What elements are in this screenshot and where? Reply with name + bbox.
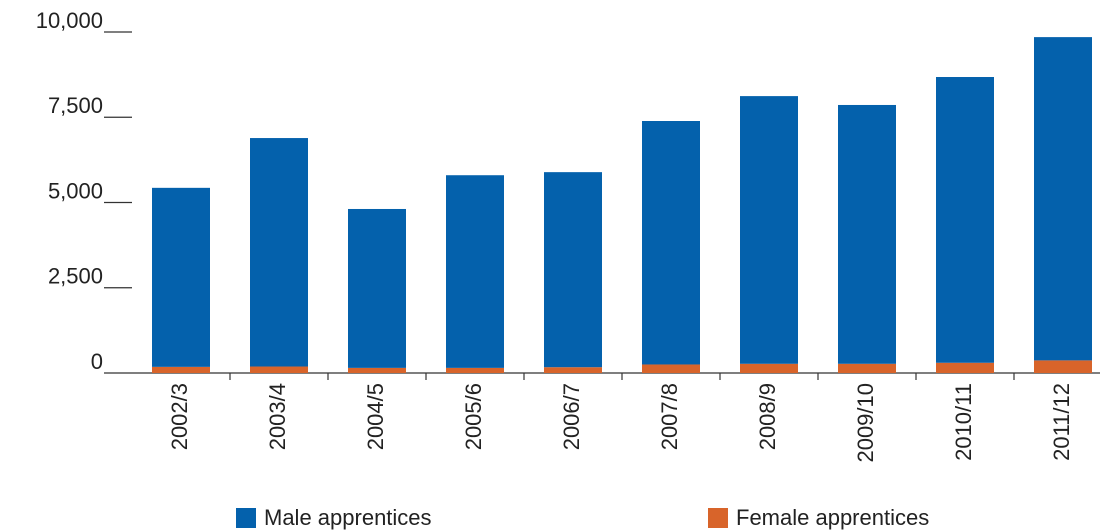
x-tick-label: 2009/10	[853, 383, 878, 463]
y-tick-label: 5,000	[48, 178, 103, 203]
bar-segment	[446, 175, 504, 368]
bar-segment	[838, 104, 896, 364]
bar-segment	[544, 367, 602, 373]
bar-segment	[642, 364, 700, 373]
bar-segment	[250, 366, 308, 373]
bar-segment	[740, 363, 798, 373]
bar-segment	[544, 172, 602, 368]
legend-swatch	[708, 508, 728, 528]
x-tick-label: 2007/8	[657, 383, 682, 450]
x-tick-label: 2003/4	[265, 383, 290, 450]
bar-segment	[740, 96, 798, 364]
bar-segment	[152, 366, 210, 373]
x-tick-label: 2006/7	[559, 383, 584, 450]
bar-segment	[152, 187, 210, 367]
bar-segment	[936, 77, 994, 363]
x-tick-label: 2002/3	[167, 383, 192, 450]
bar-segment	[250, 138, 308, 367]
x-tick-label: 2005/6	[461, 383, 486, 450]
x-tick-label: 2008/9	[755, 383, 780, 450]
x-tick-label: 2011/12	[1049, 383, 1074, 461]
bar-segment	[348, 208, 406, 368]
bar-segment	[936, 362, 994, 373]
y-tick-label: 2,500	[48, 264, 103, 289]
bar-segment	[446, 367, 504, 373]
bar-segment	[348, 367, 406, 373]
bar-segment	[642, 121, 700, 365]
legend-swatch	[236, 508, 256, 528]
bar-segment	[1034, 37, 1092, 361]
bar-segment	[838, 363, 896, 373]
bar-segment	[1034, 360, 1092, 373]
legend-label: Male apprentices	[264, 505, 432, 530]
y-tick-label: 7,500	[48, 93, 103, 118]
x-tick-label: 2004/5	[363, 383, 388, 450]
y-tick-label: 0	[91, 349, 103, 374]
y-tick-label: 10,000	[36, 8, 103, 33]
legend-label: Female apprentices	[736, 505, 929, 530]
x-tick-label: 2010/11	[951, 383, 976, 461]
